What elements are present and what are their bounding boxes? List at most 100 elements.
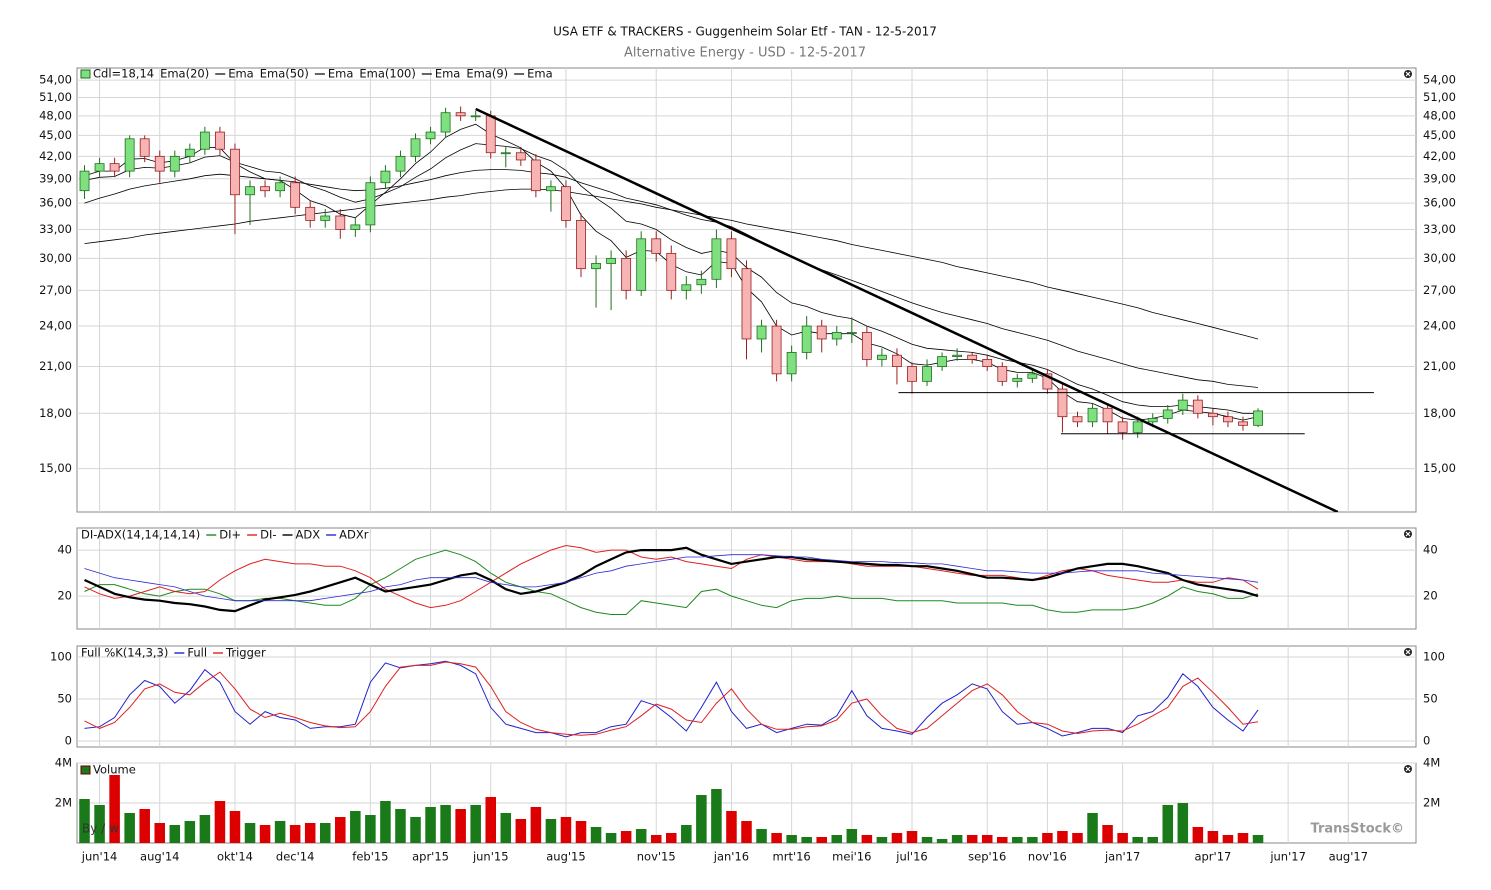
volume-bar <box>801 837 812 843</box>
x-tick-label: dec'14 <box>276 850 315 864</box>
candle-body <box>485 115 496 154</box>
candle-body <box>455 112 466 117</box>
volume-bar <box>620 831 632 843</box>
volume-bar <box>1252 835 1264 843</box>
candle-body <box>500 152 511 155</box>
volume-bar <box>79 799 90 843</box>
legend-label: DI- <box>260 528 276 542</box>
candle-body <box>831 332 842 340</box>
volume-bar <box>650 835 662 843</box>
volume-bar <box>1162 805 1174 843</box>
y-tick-label: 27,00 <box>39 283 72 297</box>
y-tick-label: 42,00 <box>39 149 72 163</box>
candle-body <box>515 152 526 161</box>
candle-body <box>260 186 270 192</box>
y-tick-label: 51,00 <box>39 90 72 104</box>
volume-bar <box>966 835 978 843</box>
candle-body <box>1162 409 1173 419</box>
y-tick-label: 4M <box>55 756 72 770</box>
candle-body <box>907 366 917 382</box>
volume-bar <box>1042 833 1053 843</box>
volume-bar <box>410 817 421 843</box>
candle-body <box>922 366 932 382</box>
y-tick-label-right: 21,00 <box>1423 359 1456 373</box>
candle-body <box>861 332 872 360</box>
volume-bar <box>1117 833 1128 843</box>
y-tick-label-right: 30,00 <box>1423 251 1456 265</box>
volume-bar <box>590 827 602 843</box>
close-icon <box>1405 649 1411 655</box>
volume-bar <box>1177 803 1189 843</box>
volume-bar <box>906 831 918 843</box>
y-tick-label: 39,00 <box>39 171 72 185</box>
volume-bar <box>951 835 963 843</box>
volume-bar <box>605 833 617 843</box>
candle-body <box>124 138 135 172</box>
volume-bar <box>1057 831 1068 843</box>
volume-bar <box>891 833 903 843</box>
candle-body <box>425 131 436 140</box>
candle-body <box>651 238 662 254</box>
legend-label: Ema(100) <box>359 67 415 81</box>
volume-bar <box>666 833 677 843</box>
volume-bar <box>244 823 256 843</box>
volume-bar <box>816 837 827 843</box>
x-tick-label: aug'14 <box>140 850 179 864</box>
chart-subtitle: Alternative Energy - USD - 12-5-2017 <box>624 46 866 61</box>
x-tick-label: jul'16 <box>895 850 927 864</box>
legend-label: Ema <box>527 67 553 81</box>
candle-body <box>967 354 978 360</box>
x-tick-label: aug'15 <box>546 850 585 864</box>
y-tick-label: 18,00 <box>39 406 72 420</box>
legend-label: ADX <box>296 528 321 542</box>
volume-bar <box>455 809 466 843</box>
candle-body <box>1207 412 1218 418</box>
annotation: By / w <box>82 822 119 836</box>
candle-body <box>199 131 210 150</box>
volume-bar <box>996 837 1008 843</box>
volume-bar <box>214 801 226 843</box>
candle-body <box>230 148 240 196</box>
candle-body <box>109 163 120 172</box>
y-tick-label: 21,00 <box>39 359 72 373</box>
volume-bar <box>184 821 196 843</box>
volume-bar <box>440 805 451 843</box>
volume-bar <box>1237 833 1249 843</box>
x-tick-label: aug'17 <box>1329 850 1368 864</box>
volume-bar <box>515 819 527 843</box>
y-tick-label-right: 40 <box>1423 543 1438 557</box>
candle-body <box>139 138 150 157</box>
y-tick-label-right: 100 <box>1423 650 1445 664</box>
candle-body <box>1192 399 1203 414</box>
candle-body <box>1042 373 1053 390</box>
candle-body <box>621 257 632 291</box>
candle-body <box>440 112 451 133</box>
y-tick-label-right: 0 <box>1423 734 1430 748</box>
legend-title: Full %K(14,3,3) <box>81 646 168 660</box>
candle-body <box>892 354 902 367</box>
x-tick-label: mei'16 <box>832 850 871 864</box>
candle-body <box>470 115 481 118</box>
candle-body <box>952 354 963 358</box>
y-tick-label-right: 48,00 <box>1423 108 1456 122</box>
y-tick-label-right: 51,00 <box>1423 90 1456 104</box>
candle-body <box>576 220 586 270</box>
volume-bar <box>545 819 557 843</box>
candle-body <box>711 238 722 280</box>
x-tick-label: sep'16 <box>968 850 1006 864</box>
volume-bar <box>771 833 782 843</box>
y-tick-label: 48,00 <box>39 108 72 122</box>
panel-frame <box>76 645 1417 748</box>
x-tick-label: jan'16 <box>713 850 749 864</box>
indicator-line <box>84 661 1259 736</box>
candle-body <box>305 206 316 221</box>
candle-body <box>1147 418 1158 423</box>
volume-bar <box>500 813 512 843</box>
legend-label: Ema <box>328 67 354 81</box>
candle-body <box>320 215 331 221</box>
close-icon <box>1405 71 1411 77</box>
y-tick-label-right: 2M <box>1423 796 1440 810</box>
candle-body <box>1117 421 1128 433</box>
ema-line <box>84 143 1258 414</box>
